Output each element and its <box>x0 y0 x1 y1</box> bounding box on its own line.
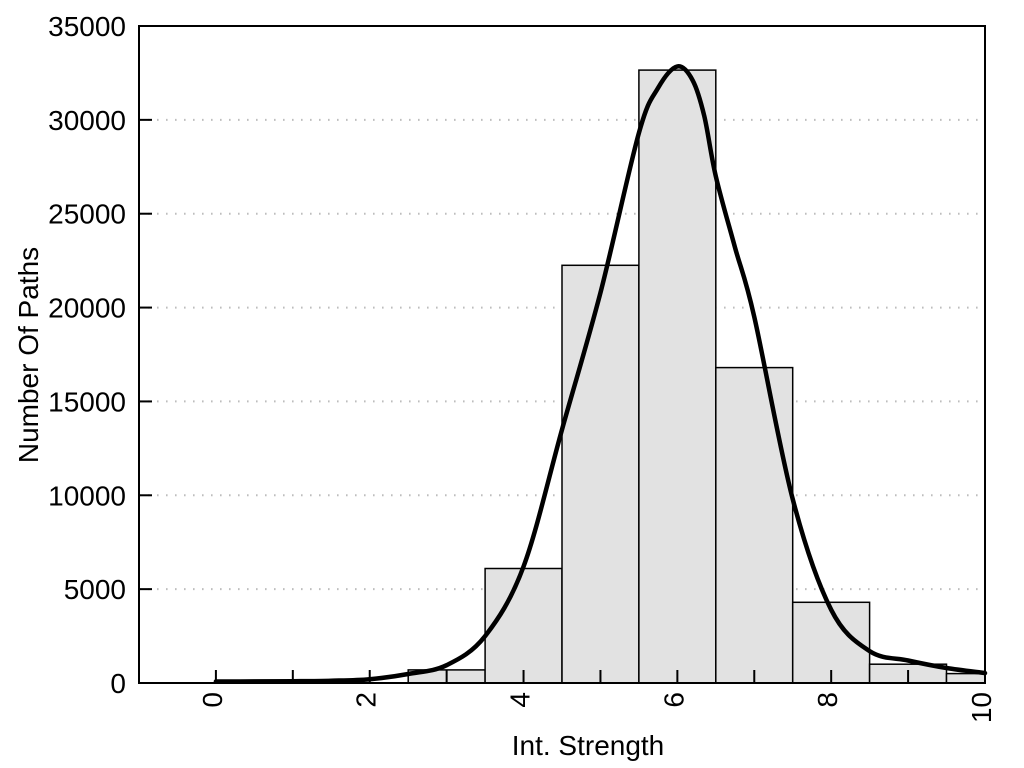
plot-border <box>138 25 986 684</box>
histogram-bar <box>715 366 794 684</box>
y-tick-label: 25000 <box>48 199 126 230</box>
y-tick-label: 35000 <box>48 11 126 42</box>
x-tick-label: 2 <box>351 692 382 708</box>
x-tick-label: 10 <box>966 692 997 723</box>
x-tick-label: 6 <box>658 692 689 708</box>
y-tick-label: 5000 <box>64 574 126 605</box>
histogram-bar <box>791 601 871 684</box>
histogram-bar <box>638 69 717 684</box>
histogram-bars <box>407 69 986 684</box>
y-tick-label: 15000 <box>48 386 126 417</box>
histogram-bar <box>561 264 640 684</box>
x-axis-title: Int. Strength <box>512 730 665 761</box>
y-tick-label: 30000 <box>48 105 126 136</box>
density-curve <box>213 64 988 684</box>
histogram-bar <box>945 672 986 684</box>
y-tick-label: 10000 <box>48 480 126 511</box>
x-axis-tick-labels: 0 2 4 6 8 10 <box>197 692 997 723</box>
axis-tick-marks <box>139 25 986 684</box>
x-tick-label: 8 <box>812 692 843 708</box>
y-axis-title: Number Of Paths <box>13 247 44 463</box>
histogram-bar <box>484 567 563 684</box>
x-tick-label: 4 <box>505 692 536 708</box>
y-axis-tick-labels: 0 5000 10000 15000 20000 25000 30000 35000 <box>48 11 126 699</box>
y-tick-label: 20000 <box>48 293 126 324</box>
y-tick-label: 0 <box>110 668 126 699</box>
x-tick-label: 0 <box>197 692 228 708</box>
